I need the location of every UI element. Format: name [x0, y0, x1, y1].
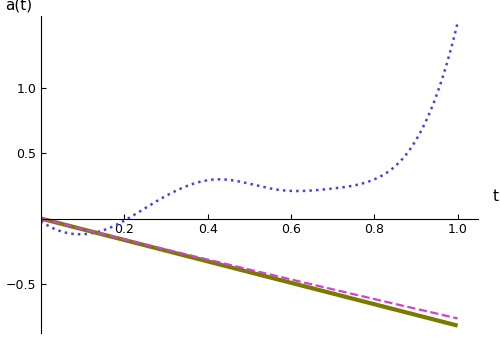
X-axis label: t: t — [493, 189, 499, 204]
Y-axis label: a(t): a(t) — [6, 0, 32, 13]
